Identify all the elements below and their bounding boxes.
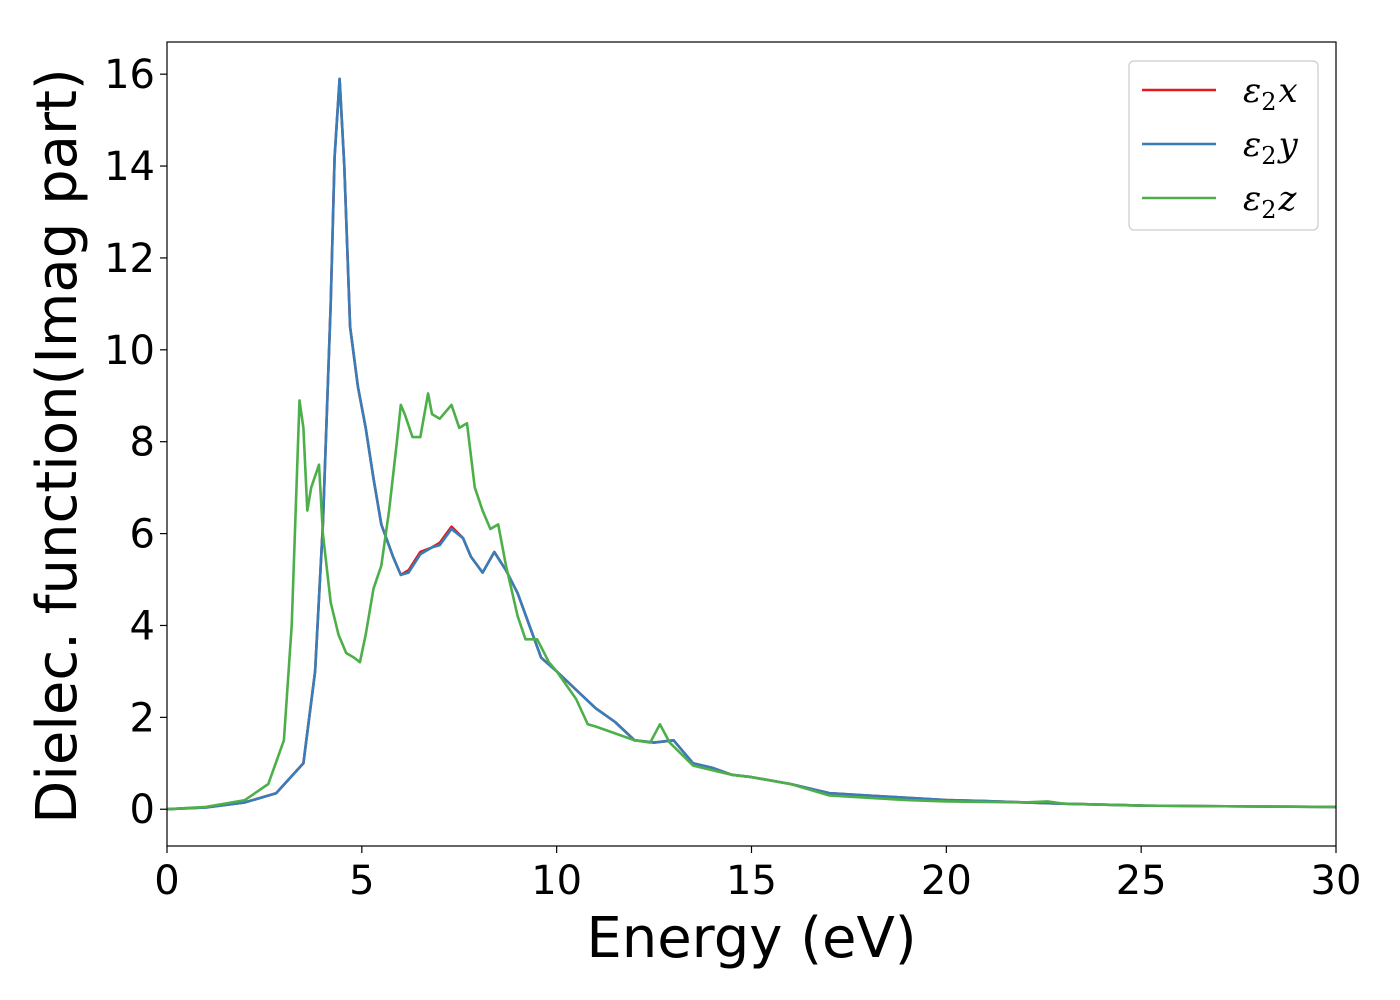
legend-label-x: ε2x	[1243, 71, 1298, 116]
y-tick-label: 2	[130, 695, 155, 741]
y-tick-label: 0	[130, 787, 155, 833]
x-tick-label: 25	[1116, 858, 1167, 904]
series-line-z	[166, 392, 1337, 811]
legend: ε2x ε2y ε2z	[1128, 60, 1319, 231]
y-axis-title: Dielec. function(Imag part)	[25, 68, 90, 824]
x-tick-label: 15	[726, 858, 777, 904]
y-tick-label: 14	[104, 144, 155, 190]
x-tick-label: 20	[921, 858, 972, 904]
y-tick-label: 10	[104, 328, 155, 374]
y-axis: 0 2 4 6 8 10 12 14 16	[104, 52, 167, 833]
x-tick-label: 5	[349, 858, 374, 904]
legend-box	[1128, 60, 1319, 231]
y-tick-label: 4	[130, 603, 155, 649]
legend-label-z: ε2z	[1243, 179, 1298, 224]
y-tick-label: 8	[130, 420, 155, 466]
legend-label-y: ε2y	[1243, 125, 1299, 170]
x-tick-label: 0	[154, 858, 179, 904]
x-axis-title: Energy (eV)	[586, 906, 916, 971]
x-axis: 0 5 10 15 20 25 30	[154, 846, 1361, 904]
y-tick-label: 12	[104, 236, 155, 282]
series-line-y	[166, 77, 1337, 811]
y-tick-label: 16	[104, 52, 155, 98]
y-tick-label: 6	[130, 512, 155, 558]
series-layer	[166, 77, 1337, 811]
x-tick-label: 30	[1311, 858, 1362, 904]
x-tick-label: 10	[531, 858, 582, 904]
